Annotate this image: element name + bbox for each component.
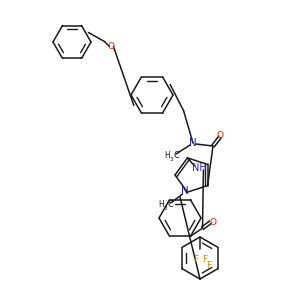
Text: C: C xyxy=(173,151,179,160)
Text: N: N xyxy=(181,186,188,196)
Text: H: H xyxy=(159,200,164,208)
Text: N: N xyxy=(189,138,197,148)
Text: H: H xyxy=(164,151,170,160)
Text: F: F xyxy=(206,260,211,269)
Text: 3: 3 xyxy=(169,157,173,162)
Text: F: F xyxy=(194,254,199,263)
Text: NH: NH xyxy=(192,163,207,173)
Text: O: O xyxy=(108,42,115,51)
Text: 3: 3 xyxy=(164,206,167,211)
Text: F: F xyxy=(202,254,208,263)
Text: O: O xyxy=(210,218,217,227)
Text: O: O xyxy=(217,130,224,140)
Text: C: C xyxy=(167,200,173,208)
